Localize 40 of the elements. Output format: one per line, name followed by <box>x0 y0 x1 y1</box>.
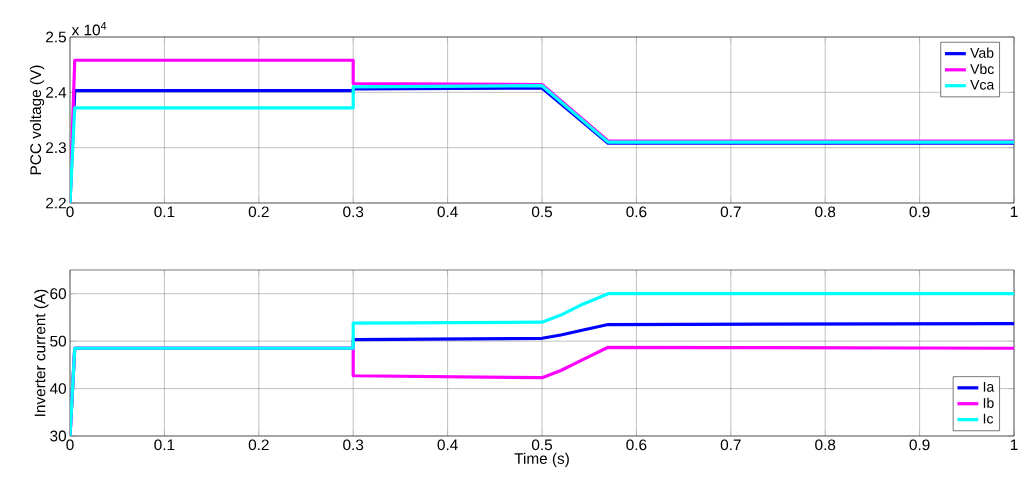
y-tick-label: 2.5 <box>46 31 66 43</box>
y-axis-title: PCC voltage (V) <box>29 65 45 175</box>
x-tick-label: 0.2 <box>248 206 269 218</box>
y-axis-title: Inverter current (A) <box>34 289 49 416</box>
y-tick-label: 2.4 <box>46 86 67 98</box>
x-tick-label: 0 <box>66 206 74 218</box>
y-tick-label: 50 <box>50 335 67 347</box>
x-tick-label: 0.3 <box>343 206 364 218</box>
x-tick-label: 0.3 <box>343 439 364 451</box>
x-tick-label: 0.8 <box>815 439 836 451</box>
x-tick-label: 0.7 <box>720 206 741 218</box>
x-tick-label: 0.1 <box>154 439 175 451</box>
y-tick-label: 2.2 <box>46 197 66 209</box>
y-tick-label: 40 <box>49 383 67 394</box>
legend-label: Ib <box>983 397 994 408</box>
x-tick-label: 0.8 <box>815 206 836 218</box>
x-tick-label: 0.7 <box>720 439 741 451</box>
x-tick-label: 0.2 <box>248 439 269 451</box>
legend-label: Ia <box>983 382 995 392</box>
x-tick-label: 1 <box>1010 206 1018 217</box>
x-tick-label: 1 <box>1010 439 1018 450</box>
text: x 10$^{4}$ <box>71 22 107 36</box>
legend-label: Ic <box>983 413 994 424</box>
legend-label: Vab <box>970 47 994 58</box>
x-tick-label: 0.5 <box>531 206 553 218</box>
y-tick-label: 2.3 <box>46 142 66 154</box>
x-tick-label: 0.4 <box>437 206 458 218</box>
y-tick-label: 30 <box>50 430 67 442</box>
legend-label: Vbc <box>970 63 994 75</box>
x-tick-label: 0.6 <box>626 439 647 451</box>
y-tick-label: 60 <box>50 288 67 300</box>
x-tick-label: 0.5 <box>531 439 553 451</box>
x-tick-label: 0.6 <box>626 206 647 218</box>
x-axis-title: Time (s) <box>514 452 569 468</box>
legend-label: Vca <box>970 79 995 90</box>
x-tick-label: 0.1 <box>154 206 175 218</box>
x-tick-label: 0.9 <box>909 206 930 218</box>
x-tick-label: 0.4 <box>437 439 458 451</box>
x-tick-label: 0.9 <box>909 439 930 451</box>
x-tick-label: 0 <box>66 439 74 451</box>
